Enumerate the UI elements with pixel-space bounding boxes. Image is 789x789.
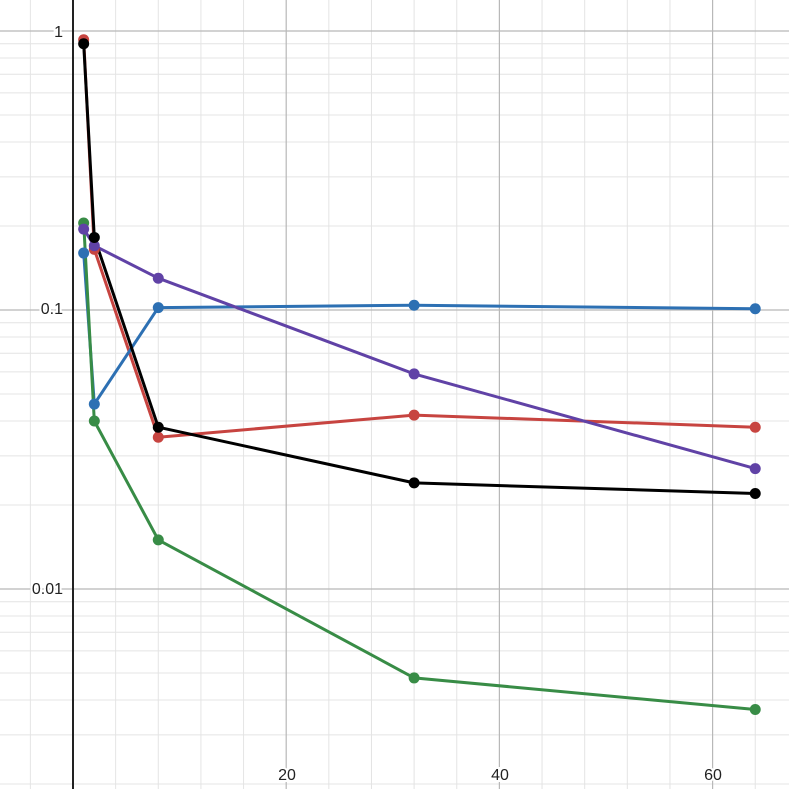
x-tick-label-20: 20 [278,767,296,784]
series-5-point [152,421,164,433]
series-points [78,34,761,715]
y-tick-label-1: 1 [54,24,63,41]
series-2-point [152,302,164,314]
series-5-point [408,477,420,489]
series-4-point [152,272,164,284]
series-2-point [88,398,100,410]
series-2-point [408,299,420,311]
series-3-point [408,672,420,684]
series-4-point [88,240,100,252]
series-1-point [152,431,164,443]
series-4-point [749,463,761,475]
y-tick-label-0.01: 0.01 [32,581,63,598]
series-4-point [408,368,420,380]
series-3-point [88,415,100,427]
series-5-point [78,38,90,50]
series-5-point [88,231,100,243]
series-3-point [152,534,164,546]
series-3-point [749,703,761,715]
x-tick-label-60: 60 [704,767,722,784]
series-2-point [749,303,761,315]
series-5-point [749,487,761,499]
series-2-point [78,247,90,259]
x-tick-label-40: 40 [491,767,509,784]
tick-labels: 20 40 60 1 0.1 0.01 [30,22,724,786]
series-1-point [408,409,420,421]
y-tick-label-0.1: 0.1 [41,301,63,318]
series-1-point [749,421,761,433]
series-4-point [78,223,90,235]
